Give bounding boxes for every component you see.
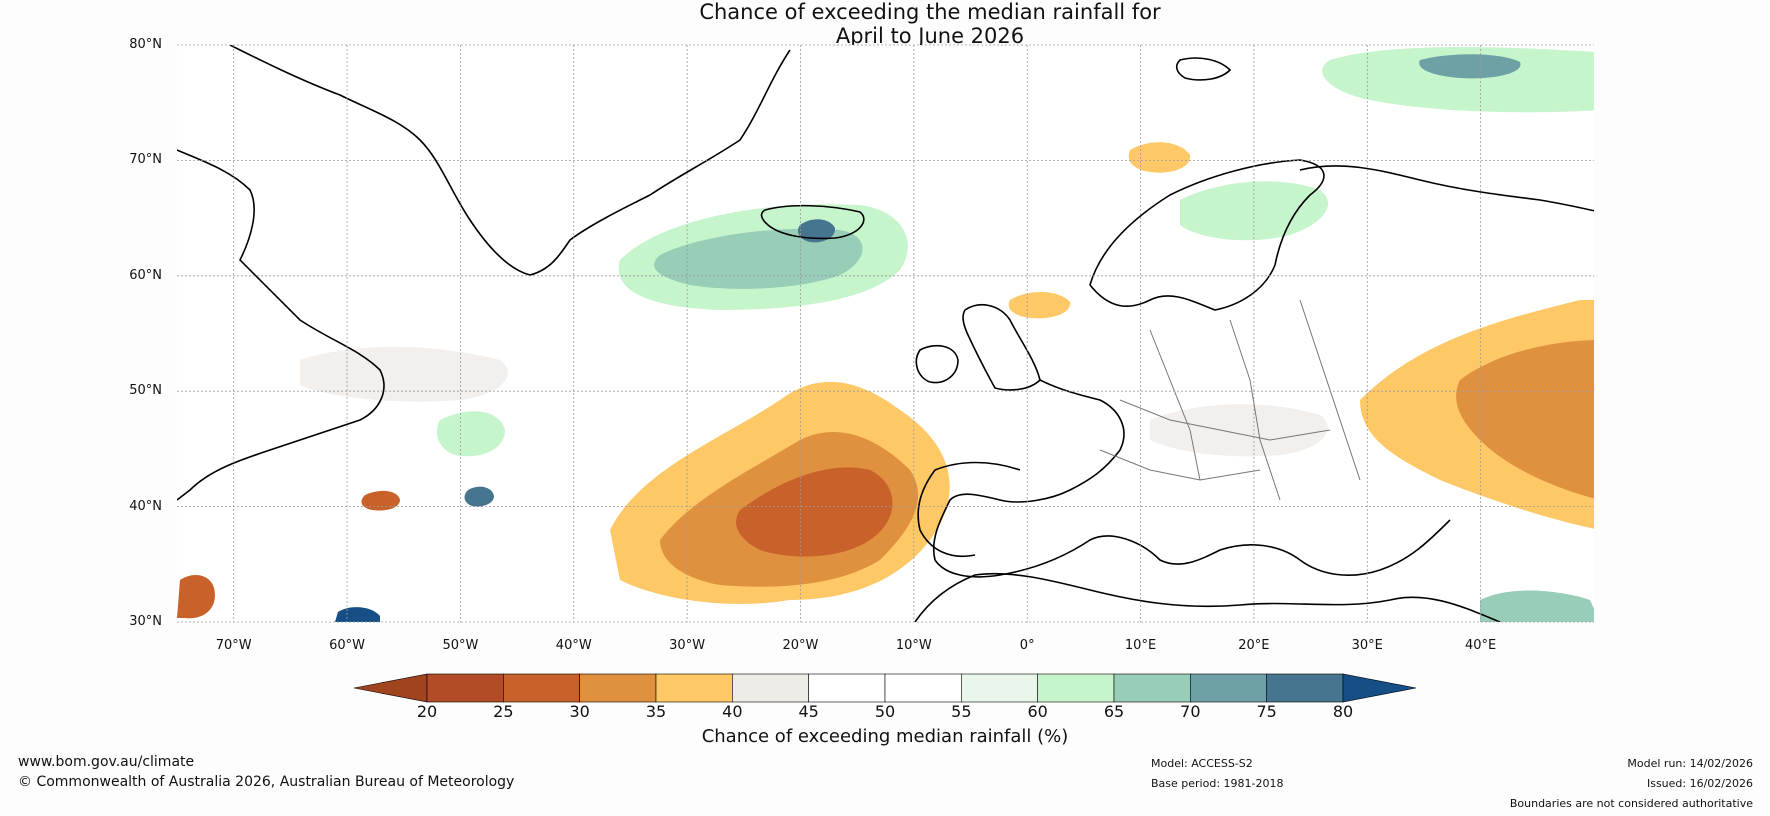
colorbar-segment <box>961 673 1038 703</box>
website-link[interactable]: www.bom.gov.au/climate <box>18 754 195 770</box>
colorbar-segment <box>884 673 962 703</box>
issued-date: Issued: 16/02/2026 <box>1646 777 1753 790</box>
neutral-band-europe <box>1150 404 1328 457</box>
colorbar-tick-label: 55 <box>951 702 972 721</box>
neutral-band-atlantic <box>300 346 508 402</box>
wet-peak-iceland <box>798 219 836 243</box>
colorbar-tick-label: 20 <box>416 702 438 721</box>
dry-patch-iceland-sea <box>1128 142 1191 173</box>
colorbar-tick-label: 45 <box>798 702 819 721</box>
colorbar-tick-label: 70 <box>1180 702 1201 721</box>
lon-label: 50°W <box>442 638 479 653</box>
lat-label: 80°N <box>129 37 162 52</box>
lon-label: 70°W <box>215 638 252 653</box>
base-period: Base period: 1981-2018 <box>1151 777 1284 790</box>
border-1 <box>1119 399 1331 441</box>
colorbar-extend-low <box>353 673 428 703</box>
wet-region-southeast <box>1480 590 1594 622</box>
very-dry-core <box>736 467 893 557</box>
uk-coast <box>962 304 1041 391</box>
iberia-coast <box>917 461 1021 557</box>
colorbar-tick-label: 60 <box>1027 702 1048 721</box>
country-borders <box>1099 299 1361 501</box>
colorbar-segment <box>579 673 657 703</box>
border-4 <box>1299 299 1361 481</box>
anomaly-layer <box>177 47 1594 622</box>
russia-north-coast <box>1299 165 1594 212</box>
lon-label: 0° <box>1019 638 1035 653</box>
colorbar-tick-label: 30 <box>569 702 590 721</box>
lon-label: 40°W <box>555 638 592 653</box>
colorbar-segment <box>1190 673 1267 703</box>
canada-coast <box>177 149 385 501</box>
colorbar-segment <box>1037 673 1115 703</box>
wet-region-barents <box>1322 47 1594 113</box>
svalbard-coast <box>1175 57 1232 81</box>
colorbar-segment <box>655 673 733 703</box>
wet-region-newfoundland <box>436 411 505 457</box>
colorbar-segment <box>426 673 504 703</box>
colorbar <box>353 673 1417 703</box>
greenland-coast <box>229 45 791 276</box>
lat-label: 50°N <box>129 383 162 399</box>
lon-label: 30°W <box>669 638 706 653</box>
lon-label: 30°E <box>1351 638 1383 653</box>
dry-patch-north-sea <box>1008 291 1071 319</box>
wet-peak-southwest <box>335 607 380 622</box>
copyright-text: © Commonwealth of Australia 2026, Austra… <box>18 774 515 790</box>
colorbar-tick-label: 40 <box>722 702 743 721</box>
border-2 <box>1149 329 1201 481</box>
colorbar-segment <box>503 673 580 703</box>
colorbar-segment <box>808 673 886 703</box>
lon-label: 10°W <box>895 638 932 653</box>
border-5 <box>1099 449 1261 481</box>
scandinavia-coast <box>1089 159 1325 311</box>
iceland-coast <box>760 204 865 240</box>
colorbar-tick-label: 35 <box>645 702 667 721</box>
lon-label: 60°W <box>329 638 365 653</box>
wet-core-iceland <box>654 228 863 289</box>
graticule <box>177 44 1594 623</box>
colorbar-segment <box>1266 673 1344 703</box>
lat-label: 60°N <box>129 267 162 283</box>
colorbar-segment <box>732 673 809 703</box>
model-run: Model run: 14/02/2026 <box>1627 757 1753 770</box>
lat-label: 70°N <box>129 152 162 168</box>
colorbar-tick-label: 65 <box>1103 702 1125 721</box>
boundary-disclaimer: Boundaries are not considered authoritat… <box>1509 797 1753 810</box>
colorbar-title: Chance of exceeding median rainfall (%) <box>701 726 1069 747</box>
title-line-1: Chance of exceeding the median rainfall … <box>699 0 1161 24</box>
ireland-coast <box>915 344 959 384</box>
colorbar-segment <box>1113 673 1191 703</box>
europe-coast <box>932 379 1451 578</box>
lon-label: 40°E <box>1464 638 1497 653</box>
title-line-2: April to June 2026 <box>835 24 1025 48</box>
colorbar-tick-label: 25 <box>493 702 514 721</box>
wet-peak-newfoundland <box>464 486 494 507</box>
lat-label: 40°N <box>129 498 162 514</box>
wet-core-barents <box>1419 54 1521 79</box>
africa-coast <box>914 572 1501 622</box>
model-name: Model: ACCESS-S2 <box>1151 757 1253 770</box>
lon-label: 20°E <box>1238 638 1270 653</box>
colorbar-tick-label: 75 <box>1256 702 1277 721</box>
dry-patch-atlantic-west <box>361 490 400 511</box>
map-title: Chance of exceeding the median rainfall … <box>0 0 1770 48</box>
colorbar-tick-label: 50 <box>874 702 896 721</box>
lat-label: 30°N <box>129 614 162 629</box>
dry-patch-us-east <box>177 575 215 619</box>
colorbar-tick-label: 80 <box>1332 702 1354 721</box>
dry-core-east <box>1456 340 1594 499</box>
lon-label: 10°E <box>1124 638 1157 653</box>
border-3 <box>1229 319 1281 501</box>
colorbar-extend-high <box>1342 673 1417 703</box>
coastlines <box>177 45 1594 622</box>
lon-label: 20°W <box>782 638 819 653</box>
